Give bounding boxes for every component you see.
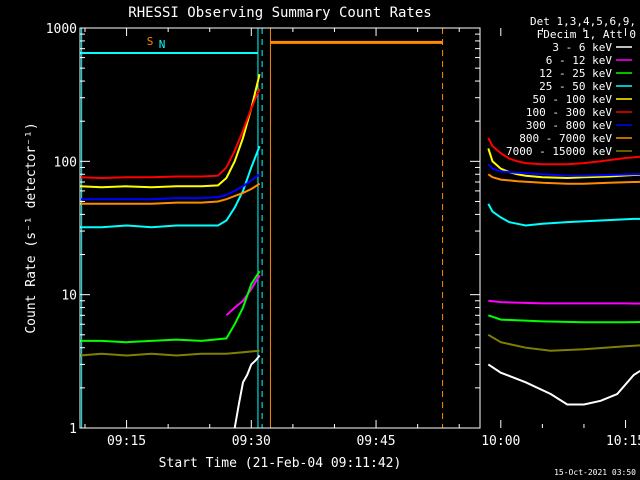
axis-layer: 09:1509:3009:4510:0010:1510:3010:4511010… xyxy=(46,22,640,449)
series-25-50-kev-segment-1 xyxy=(80,145,261,229)
legend-label-6-12-kev: 6 - 12 keV xyxy=(546,54,613,67)
legend-label-50-100-kev: 50 - 100 keV xyxy=(533,93,613,106)
series-12-25-kev-segment-2 xyxy=(487,314,640,324)
y-tick-label-4: 1000 xyxy=(46,22,77,37)
x-axis-label: Start Time (21-Feb-04 09:11:42) xyxy=(159,456,402,471)
series-100-300-kev-segment-1 xyxy=(79,88,261,180)
data-layer xyxy=(79,28,640,429)
series-12-25-kev xyxy=(80,270,640,344)
series-3-6-kev-segment-2 xyxy=(487,363,640,406)
x-tick-label-1: 09:15 xyxy=(107,434,146,449)
y-tick-label-3: 100 xyxy=(54,155,77,170)
series-6-12-kev-segment-2 xyxy=(488,299,640,305)
s-flag-label: S xyxy=(147,35,154,48)
plot-frame xyxy=(79,27,481,429)
series-300-800-kev-segment-1 xyxy=(80,173,261,201)
legend-label-100-300-kev: 100 - 300 keV xyxy=(526,106,612,119)
series-7000-15000-kev-segment-2 xyxy=(487,333,640,352)
x-tick-label-3: 09:45 xyxy=(356,434,395,449)
series-100-300-kev xyxy=(79,88,640,180)
legend-label-7000-15000-kev: 7000 - 15000 keV xyxy=(506,145,612,158)
legend-label-800-7000-kev: 800 - 7000 keV xyxy=(519,132,612,145)
legend-label-12-25-kev: 12 - 25 keV xyxy=(539,67,612,80)
footer-date: 15-Oct-2021 03:50 xyxy=(554,468,636,477)
y-axis-label: Count Rate (s⁻¹ detector⁻¹) xyxy=(24,122,39,333)
y-tick-label-2: 10 xyxy=(61,289,77,304)
series-6-12-kev xyxy=(225,274,640,317)
x-tick-label-2: 09:30 xyxy=(232,434,271,449)
chart-title: RHESSI Observing Summary Count Rates xyxy=(128,5,431,21)
series-300-800-kev xyxy=(80,163,640,201)
legend-header-line-1: Det 1,3,4,5,6,9, xyxy=(530,15,636,28)
series-7000-15000-kev xyxy=(79,333,640,357)
y-tick-label-1: 1 xyxy=(69,422,77,437)
series-800-7000-kev-segment-1 xyxy=(80,182,261,205)
series-100-300-kev-segment-2 xyxy=(487,137,640,166)
n-flag-label: N xyxy=(159,38,166,51)
series-25-50-kev xyxy=(80,145,640,229)
legend-header-line-2: FDecim 1, Att 0 xyxy=(537,28,636,41)
series-800-7000-kev-segment-2 xyxy=(487,173,640,185)
series-6-12-kev-segment-1 xyxy=(225,274,261,317)
series-12-25-kev-segment-1 xyxy=(80,270,261,344)
legend-label-25-50-kev: 25 - 50 keV xyxy=(539,80,612,93)
series-50-100-kev-segment-1 xyxy=(79,73,261,189)
series-3-6-kev-segment-1 xyxy=(233,354,261,429)
series-800-7000-kev xyxy=(80,173,640,205)
series-3-6-kev xyxy=(233,354,640,429)
legend-label-300-800-kev: 300 - 800 keV xyxy=(526,119,612,132)
series-25-50-kev-segment-2 xyxy=(487,203,640,227)
series-7000-15000-kev-segment-1 xyxy=(79,349,260,357)
x-tick-label-5: 10:15 xyxy=(606,434,640,449)
series-300-800-kev-segment-2 xyxy=(487,163,640,177)
x-tick-label-4: 10:00 xyxy=(481,434,520,449)
legend-label-3-6-kev: 3 - 6 keV xyxy=(552,41,612,54)
